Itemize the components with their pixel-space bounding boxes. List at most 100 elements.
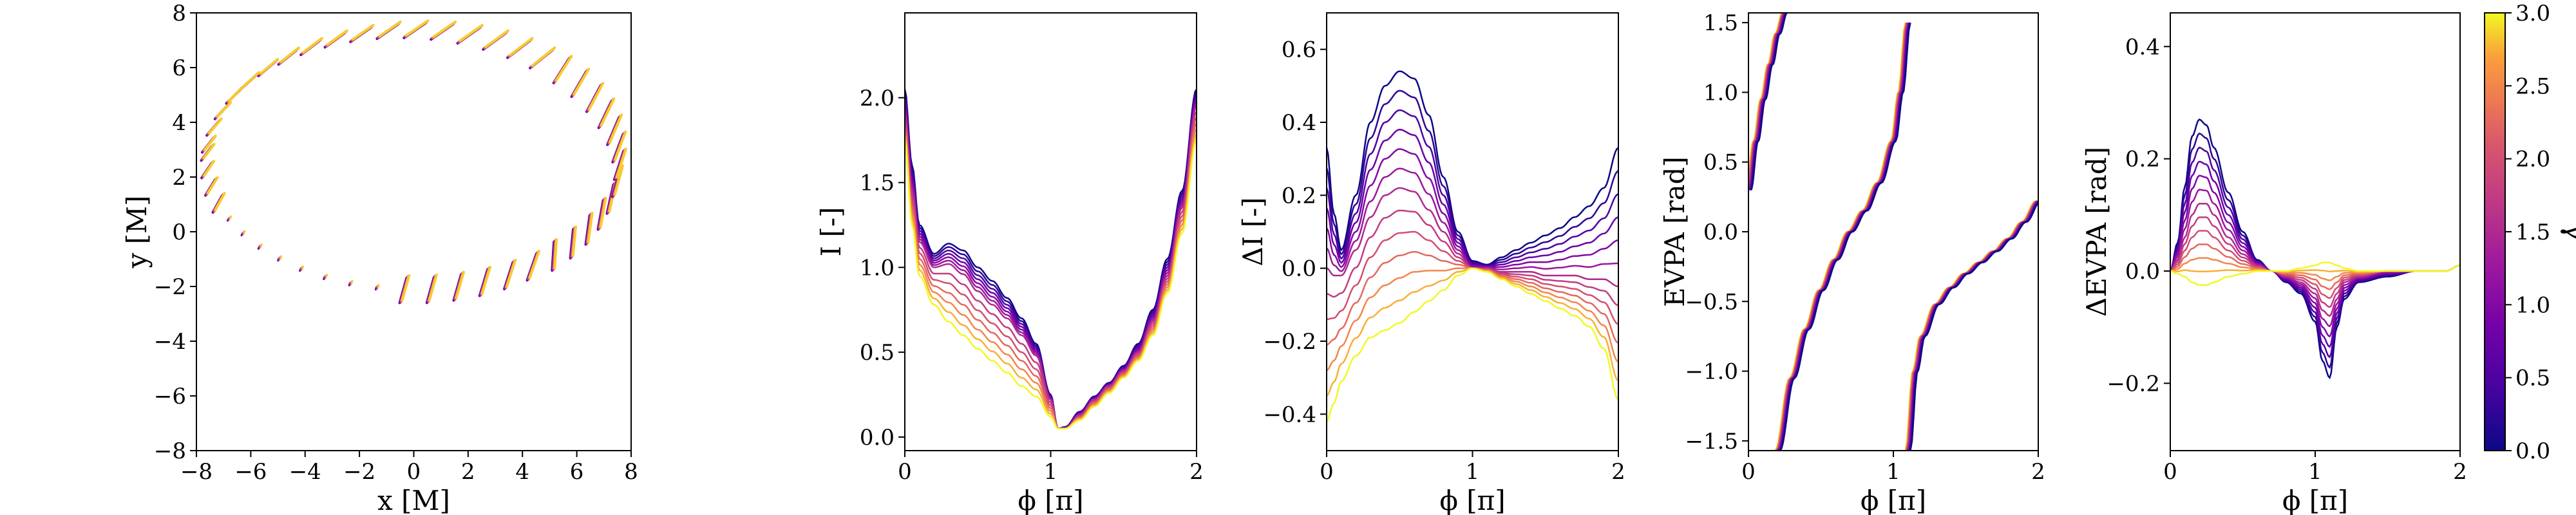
x-tick-label: 6 [570,459,584,485]
evpa-curve [1904,200,2037,451]
orbit-polarization-tick [484,29,509,48]
intensity-curve [905,111,1197,429]
orbit-polarization-tick [573,68,591,96]
orbit-polarization-tick [214,192,226,211]
x-tick-label: 4 [515,459,529,485]
x-tick-label: 2 [1189,459,1204,485]
delta_intensity-curve [1327,89,1618,267]
orbit-polarization-tick [279,46,300,64]
colorbar-tick-label: 2.5 [2515,73,2550,99]
orbit-polarization-tick [229,215,232,220]
orbit-panel: −8 −6 −4 −2 0 2 4 6 8 −8 −6 −4 −2 0 2 4 6 8 x [M] y [M] [121,1,638,515]
orbit-polarization-tick [599,196,607,229]
y-tick-label: −2 [154,274,186,300]
x-tick-label: 2 [1611,459,1625,485]
orbit-polarization-tick [203,160,216,177]
x-tick-label: 0 [1741,459,1756,485]
intensity-curve [905,88,1197,430]
evpa-curve [1750,13,1787,191]
y-tick-label: −0.4 [1263,402,1316,427]
x-tick-label: 2 [2031,459,2045,485]
y-axis-label: I [-] [815,207,847,257]
delta_intensity-plot-area [1327,70,1618,422]
orbit-polarization-tick [615,147,628,179]
intensity-curve [905,106,1197,429]
y-axis-label: EVPA [rad] [1659,156,1690,307]
y-tick-label: 1.5 [1703,10,1738,36]
orbit-polarization-tick [587,211,594,243]
delta_evpa-plot-area [2170,118,2460,380]
evpa-curve [1904,200,2036,451]
evpa-curve [1776,22,1908,451]
evpa-curve [1907,200,2038,451]
y-tick-label: −8 [154,438,186,464]
delta_intensity-curve [1327,148,1618,268]
y-tick-label: 0.2 [2125,147,2160,173]
orbit-polarization-tick [227,85,245,102]
y-axis-label: ΔI [-] [1237,197,1269,266]
intensity-curve [905,97,1197,429]
orbit-polarization-tick [428,274,438,302]
evpa-curve [1774,22,1906,451]
orbit-polarization-tick [207,176,219,194]
delta_evpa-curve [2170,146,2460,359]
delta_evpa-curve [2170,261,2460,286]
x-tick-label: 1 [2308,459,2322,485]
y-tick-label: −0.2 [1263,329,1316,355]
orbit-polarization-tick [208,117,223,135]
delta_intensity-curve [1327,167,1618,272]
orbit-polarization-tick [326,29,348,46]
evpa-plot-area [1748,13,2038,451]
delta_intensity-curve [1327,267,1618,397]
delta_intensity-curve [1327,70,1618,266]
y-tick-label: 0 [172,220,186,245]
colorbar-tick-label: 1.0 [2515,292,2550,318]
evpa-curve [1775,22,1908,451]
orbit-polarization-tick [202,143,216,160]
x-axis-label: ϕ [π] [1018,485,1083,515]
evpa-frame [1748,12,2039,451]
delta-evpa-panel: 0 1 2 −0.2 0.0 0.2 0.4 ϕ [π] ΔEVPA [rad] [2081,12,2467,515]
y-tick-label: 0.0 [860,425,895,451]
orbit-polarization-tick [378,20,402,38]
intensity-frame [904,12,1197,451]
delta-intensity-panel: 0 1 2 −0.4 −0.2 0.0 0.2 0.4 0.6 ϕ [π] ΔI [-] [1237,12,1625,515]
y-tick-label: −1.5 [1685,429,1738,454]
evpa-curve [1908,200,2038,451]
evpa-curve [1908,201,2038,451]
y-tick-label: 6 [172,55,186,81]
evpa-curve [1750,13,1788,191]
x-axis-label: ϕ [π] [1861,485,1926,515]
evpa-curve [1908,200,2038,451]
evpa-curve [1909,201,2038,451]
evpa-curve [1779,22,1911,451]
x-axis-label: ϕ [π] [2282,485,2348,515]
orbit-plot-area [200,19,628,304]
y-tick-label: 1.5 [860,171,895,196]
y-tick-label: 0.5 [1703,150,1738,176]
orbit-polarization-tick [609,113,623,144]
delta_evpa-curve [2170,160,2460,348]
delta_evpa-frame [2170,12,2461,451]
colorbar-label: γ [2560,223,2576,239]
gamma-colorbar: 0.0 0.5 1.0 1.5 2.0 2.5 3.0 γ [2484,1,2576,464]
orbit-polarization-tick [553,238,558,270]
y-axis-label: ΔEVPA [rad] [2081,147,2112,317]
delta_intensity-curve [1327,109,1618,267]
intensity-curve [905,122,1197,429]
evpa-curve [1909,201,2038,451]
x-tick-label: 0 [2163,459,2177,485]
orbit-polarization-tick [243,230,246,234]
intensity-curve [905,140,1197,429]
colorbar-tick-label: 3.0 [2515,1,2550,26]
x-tick-label: 1 [1044,459,1058,485]
colorbar-tick-label: 0.5 [2515,366,2550,391]
x-tick-label: 0 [898,459,912,485]
x-tick-label: −8 [180,459,213,485]
orbit-polarization-tick [600,97,616,127]
x-tick-label: 8 [624,459,638,485]
evpa-curve [1906,200,2038,451]
orbit-polarization-tick [260,58,279,75]
intensity-curve [905,128,1197,429]
